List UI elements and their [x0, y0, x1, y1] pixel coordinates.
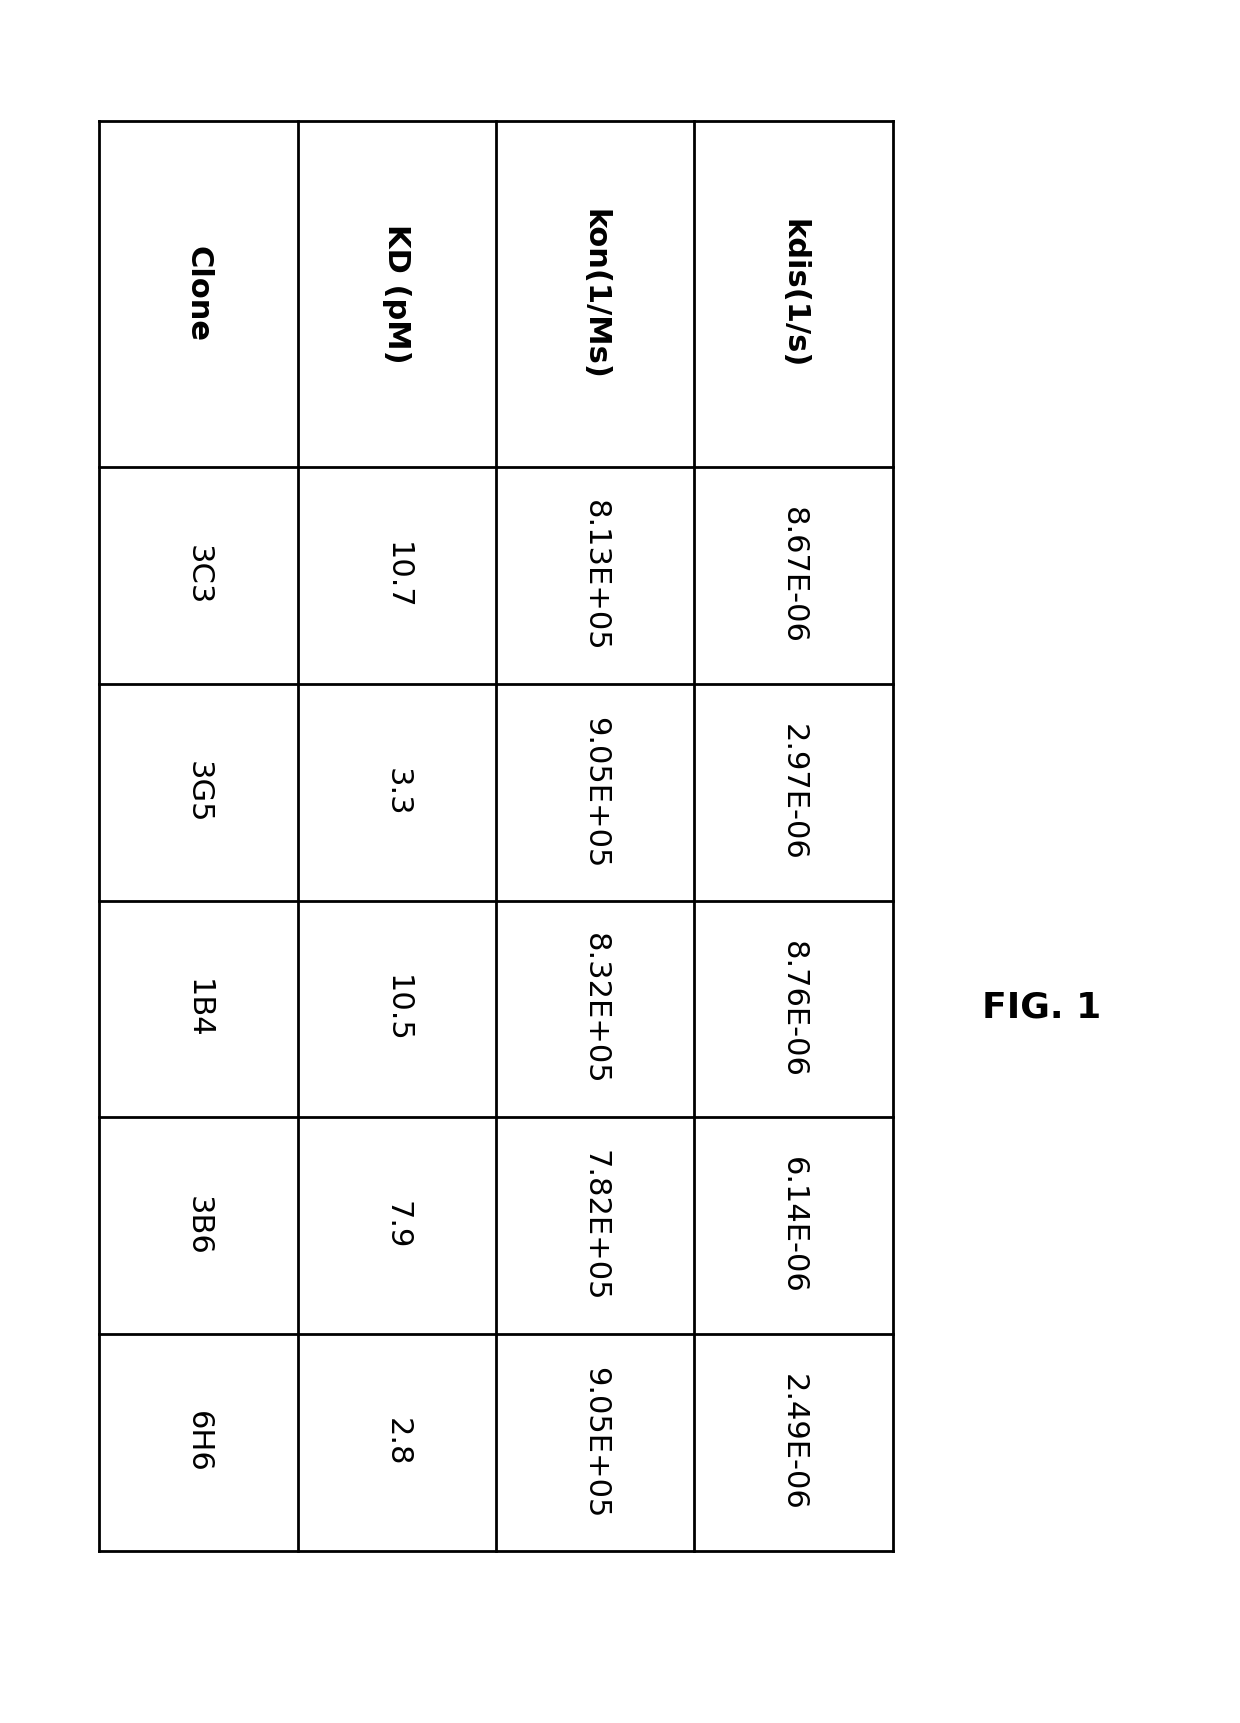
Text: Clone: Clone	[184, 246, 213, 341]
Text: 2.49E-06: 2.49E-06	[779, 1373, 808, 1511]
Text: 6H6: 6H6	[184, 1411, 213, 1473]
Text: 3C3: 3C3	[184, 546, 213, 606]
Text: 8.13E+05: 8.13E+05	[580, 500, 610, 651]
Text: kon(1/Ms): kon(1/Ms)	[580, 208, 610, 379]
Text: 2.8: 2.8	[382, 1418, 412, 1466]
Text: KD (pM): KD (pM)	[382, 224, 412, 364]
Text: 6.14E-06: 6.14E-06	[779, 1158, 808, 1294]
Text: 7.82E+05: 7.82E+05	[580, 1149, 610, 1301]
Text: 7.9: 7.9	[382, 1201, 412, 1249]
Text: kdis(1/s): kdis(1/s)	[779, 219, 808, 369]
Text: 10.5: 10.5	[382, 975, 412, 1042]
Text: 8.67E-06: 8.67E-06	[779, 507, 808, 644]
Text: 1B4: 1B4	[184, 979, 213, 1039]
Text: 9.05E+05: 9.05E+05	[580, 717, 610, 868]
Text: 3G5: 3G5	[184, 762, 213, 824]
Text: 9.05E+05: 9.05E+05	[580, 1366, 610, 1518]
Text: 2.97E-06: 2.97E-06	[779, 724, 808, 862]
Text: 8.32E+05: 8.32E+05	[580, 934, 610, 1085]
Text: 3.3: 3.3	[382, 768, 412, 817]
Text: FIG. 1: FIG. 1	[982, 991, 1101, 1025]
Text: 10.7: 10.7	[382, 541, 412, 610]
Text: 3B6: 3B6	[184, 1196, 213, 1256]
Text: 8.76E-06: 8.76E-06	[779, 941, 808, 1077]
